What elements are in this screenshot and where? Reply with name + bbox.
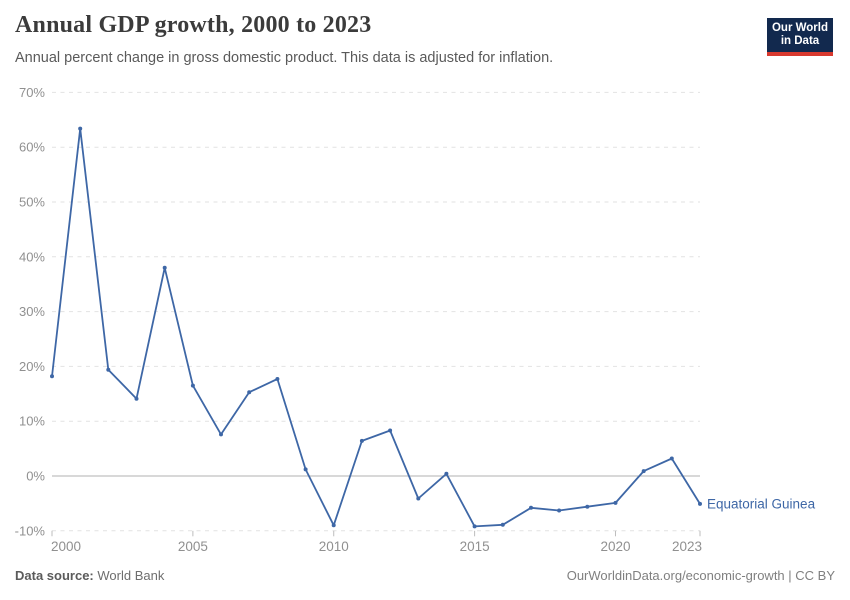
- data-point[interactable]: [669, 456, 674, 461]
- series-line[interactable]: [51, 127, 701, 528]
- data-point[interactable]: [585, 504, 590, 509]
- y-axis-tick-label: 60%: [19, 140, 45, 155]
- data-point[interactable]: [388, 428, 393, 433]
- data-point[interactable]: [331, 523, 336, 528]
- y-axis-tick-label: -10%: [15, 523, 46, 538]
- data-point[interactable]: [247, 390, 252, 395]
- data-point[interactable]: [641, 469, 646, 474]
- y-axis-tick-label: 70%: [19, 85, 45, 100]
- data-point[interactable]: [613, 500, 618, 505]
- y-axis-tick-label: 30%: [19, 304, 45, 319]
- data-point[interactable]: [472, 524, 477, 529]
- owid-logo[interactable]: Our World in Data: [767, 18, 833, 56]
- data-point[interactable]: [78, 126, 83, 131]
- data-point[interactable]: [134, 396, 139, 401]
- x-axis-tick-label: 2015: [460, 539, 490, 554]
- y-axis-tick-label: 0%: [26, 469, 45, 484]
- x-axis-tick-label: 2023: [672, 539, 702, 554]
- chart-footer: Data source: World Bank OurWorldinData.o…: [15, 568, 835, 583]
- x-axis-tick-label: 2010: [319, 539, 349, 554]
- entity-label[interactable]: Equatorial Guinea: [707, 496, 816, 511]
- data-point[interactable]: [444, 471, 449, 476]
- data-source-value: World Bank: [97, 568, 165, 583]
- data-point[interactable]: [275, 377, 280, 381]
- data-point[interactable]: [190, 383, 195, 388]
- data-point[interactable]: [416, 496, 421, 501]
- page-title: Annual GDP growth, 2000 to 2023: [15, 12, 372, 38]
- owid-logo-line2: in Data: [780, 35, 820, 47]
- owid-logo-line1: Our World: [771, 22, 828, 34]
- data-point[interactable]: [529, 505, 533, 510]
- x-axis-tick-label: 2000: [51, 539, 81, 554]
- y-axis-tick-label: 40%: [19, 249, 45, 264]
- data-point[interactable]: [698, 501, 702, 506]
- data-point[interactable]: [303, 467, 308, 472]
- data-point[interactable]: [359, 438, 364, 443]
- x-axis-tick-label: 2005: [178, 539, 208, 554]
- x-axis-tick-label: 2020: [600, 539, 630, 554]
- data-point[interactable]: [219, 432, 223, 437]
- y-axis-tick-label: 50%: [19, 195, 45, 210]
- data-source-label: Data source:: [15, 568, 94, 583]
- data-point[interactable]: [162, 265, 167, 270]
- data-point[interactable]: [50, 374, 54, 379]
- y-axis-tick-label: 20%: [19, 359, 45, 374]
- footer-link[interactable]: OurWorldinData.org/economic-growth | CC …: [566, 568, 835, 583]
- data-point[interactable]: [106, 367, 111, 372]
- data-point[interactable]: [500, 522, 505, 527]
- y-axis-tick-label: 10%: [19, 414, 45, 429]
- chart-subtitle: Annual percent change in gross domestic …: [15, 50, 554, 66]
- data-source: Data source: World Bank: [15, 568, 164, 583]
- data-point[interactable]: [557, 508, 562, 513]
